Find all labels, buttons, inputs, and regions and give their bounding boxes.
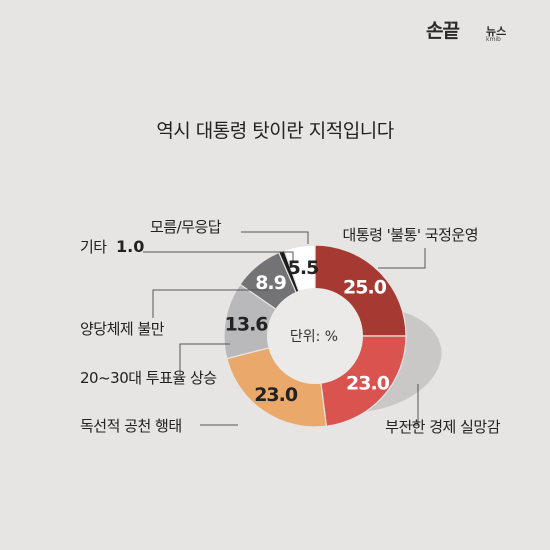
donut-slices [223,244,407,428]
leader-line [378,248,426,269]
slice-value-label: 23.0 [346,372,390,394]
logo: 손끝 뉴스 kmib [418,12,528,48]
leader-line [152,289,268,318]
leader-line [143,251,294,262]
chart-title: 역시 대통령 탓이란 지적입니다 [156,120,394,142]
category-label: 20~30대 투표율 상승 [80,369,217,387]
slice-value-label: 1.0 [116,237,144,256]
leader-line [405,384,419,426]
logo-brand-text: kmib [486,36,501,43]
value-labels: 25.0 23.0 23.0 13.6 8.95.5 [225,257,391,406]
slice-value-label: 8.9 [255,272,286,294]
slice-value-label: 13.6 [225,314,269,336]
leader-line [241,231,309,244]
center-unit-label: 단위: % [290,329,338,345]
leader-line [179,343,230,376]
logo-main-text: 손끝 [426,20,460,42]
slice-value-label: 5.5 [288,257,319,279]
category-label: 기타 [80,238,107,256]
leader-lines [143,231,426,426]
category-label: 양당체제 불만 [80,320,165,338]
slice-value-label: 23.0 [254,384,298,406]
category-label: 대통령 '불통' 국정운영 [343,226,478,244]
logo-sub-text: 뉴스 [486,25,507,38]
category-label: 독선적 공천 행태 [80,417,182,435]
category-label: 부진한 경제 실망감 [385,418,501,436]
donut-hole [267,288,363,384]
slice-value-label: 25.0 [343,277,387,299]
category-label: 모름/무응답 [150,218,222,236]
